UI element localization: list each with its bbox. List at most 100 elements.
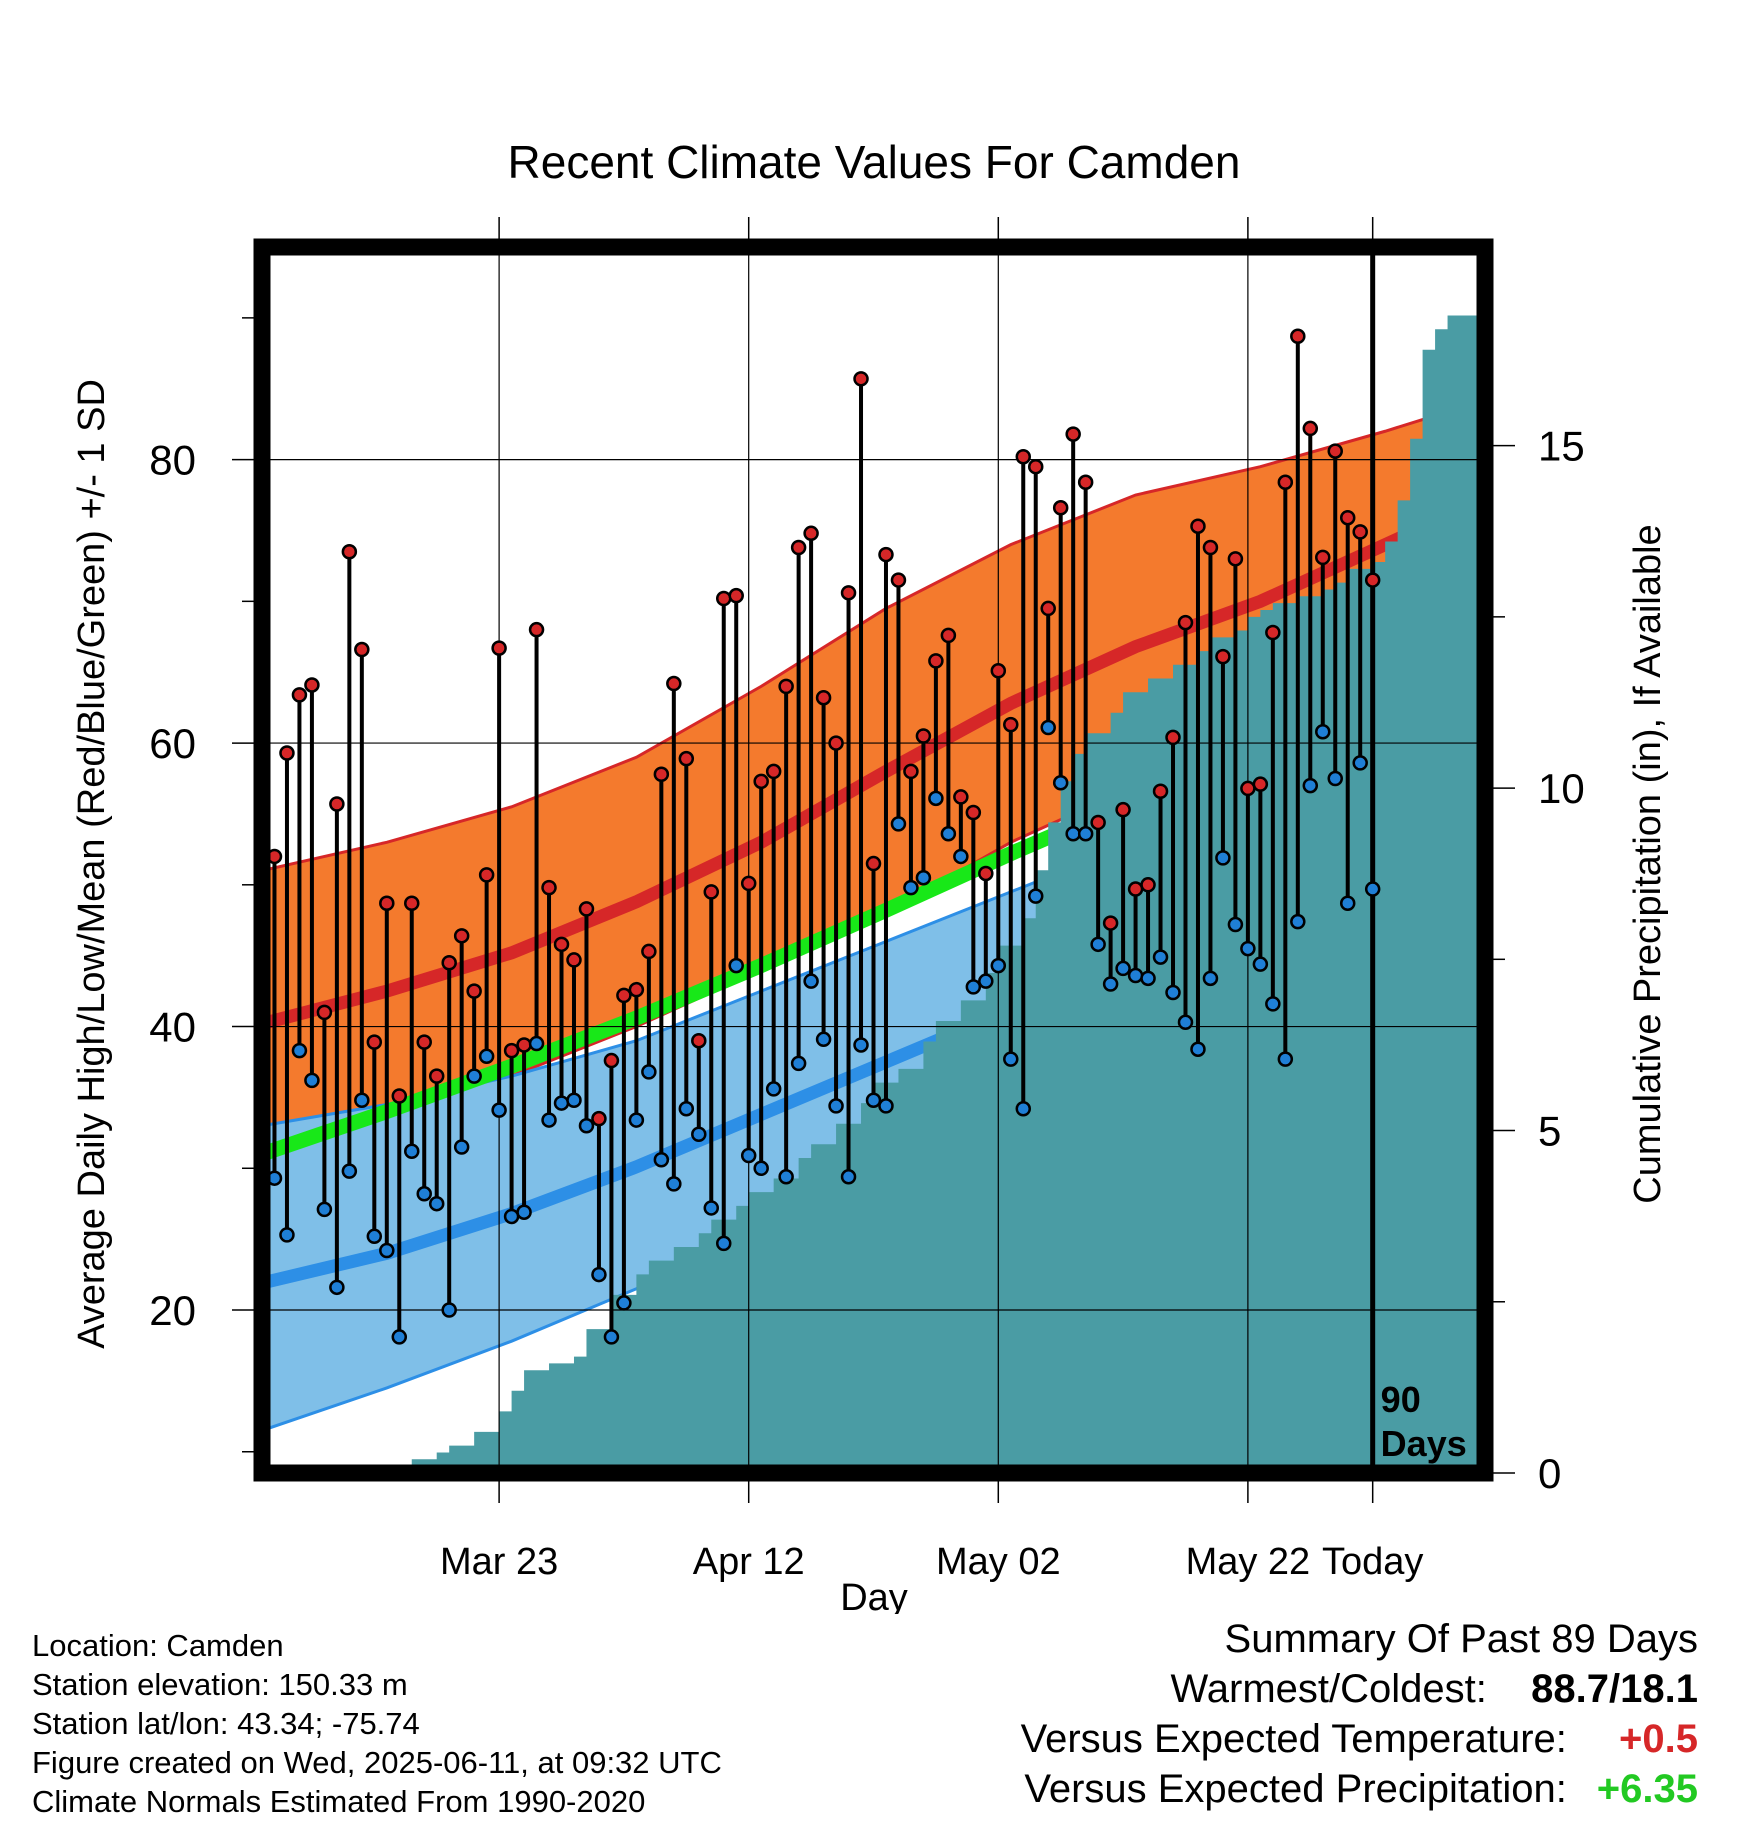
daily-low-point xyxy=(416,1186,432,1202)
daily-low-point xyxy=(1065,826,1081,842)
daily-high-point xyxy=(1027,458,1044,475)
daily-low-point xyxy=(915,869,932,886)
left-tick-label: 60 xyxy=(149,720,196,767)
warmest-coldest-label: Warmest/Coldest: xyxy=(1170,1667,1487,1711)
daily-high-point xyxy=(965,804,982,821)
daily-low-point xyxy=(391,1329,408,1345)
daily-high-point xyxy=(1339,509,1356,526)
daily-high-point xyxy=(1315,549,1331,566)
daily-low-point xyxy=(366,1228,383,1245)
daily-low-point xyxy=(641,1064,657,1080)
daily-high-point xyxy=(1190,518,1206,534)
daily-low-point xyxy=(1277,1051,1294,1067)
plot-frame xyxy=(253,238,1494,1482)
daily-high-point xyxy=(616,987,632,1004)
chart-title: Recent Climate Values For Camden xyxy=(508,136,1241,188)
daily-low-point xyxy=(1240,940,1256,957)
daily-low-point xyxy=(1227,916,1244,933)
y2-axis-title: Cumulative Precipitation (in), If Availa… xyxy=(1627,524,1669,1203)
daily-high-point xyxy=(878,546,894,563)
daily-low-point xyxy=(1077,826,1094,842)
latlon-text: Station lat/lon: 43.34; -75.74 xyxy=(32,1706,420,1741)
daily-low-point xyxy=(516,1204,532,1220)
precipitation-deviation-row: Versus Expected Precipitation: +6.35 xyxy=(1021,1764,1698,1814)
daily-high-point xyxy=(1277,474,1294,491)
daily-low-point xyxy=(703,1200,720,1216)
daily-low-point xyxy=(653,1152,670,1168)
daily-high-point xyxy=(1015,449,1032,465)
temperature-deviation-row: Versus Expected Temperature: +0.5 xyxy=(1021,1714,1698,1764)
summary-heading: Summary Of Past 89 Days xyxy=(1224,1617,1698,1661)
precipitation-area xyxy=(374,315,1485,1473)
daily-low-point xyxy=(715,1235,732,1252)
daily-high-point xyxy=(329,796,345,812)
warmest-coldest-row: Warmest/Coldest: 88.7/18.1 xyxy=(1021,1664,1699,1714)
right-tick-label: 5 xyxy=(1538,1108,1561,1155)
daily-low-point xyxy=(541,1112,557,1128)
daily-low-point xyxy=(1202,970,1219,987)
daily-high-point xyxy=(853,371,869,387)
daily-high-point xyxy=(915,728,932,744)
daily-high-point xyxy=(1090,814,1106,831)
x-axis: Mar 23 Apr 12 May 02 May 22 Today xyxy=(440,217,1423,1583)
daily-high-point xyxy=(778,678,794,695)
daily-high-point xyxy=(1202,539,1219,556)
daily-high-point xyxy=(815,689,832,706)
daily-low-point xyxy=(1027,888,1044,904)
daily-low-point xyxy=(765,1081,782,1097)
daily-high-point xyxy=(1302,420,1319,437)
daily-high-point xyxy=(1364,572,1381,588)
daily-low-point xyxy=(453,1139,470,1155)
daily-low-point xyxy=(691,1126,707,1143)
daily-high-point xyxy=(1003,716,1019,733)
daily-high-point xyxy=(1165,729,1181,746)
daily-high-point xyxy=(1215,648,1231,665)
daily-low-point xyxy=(865,1092,882,1108)
daily-low-point xyxy=(978,973,994,989)
daily-low-point xyxy=(965,979,982,995)
right-axis: 0 5 10 15 xyxy=(1493,423,1585,1497)
daily-high-point xyxy=(1077,474,1094,491)
daily-low-point xyxy=(478,1048,495,1065)
daily-low-point xyxy=(678,1100,695,1117)
daily-high-point xyxy=(491,640,507,656)
daily-high-point xyxy=(528,621,545,638)
temperature-deviation-value: +0.5 xyxy=(1619,1717,1698,1761)
daily-low-point xyxy=(1115,960,1131,977)
daily-low-point xyxy=(279,1227,295,1243)
daily-low-point xyxy=(1339,895,1356,911)
daily-low-point xyxy=(890,816,907,832)
daily-low-point xyxy=(1327,770,1343,787)
daily-low-point xyxy=(341,1163,358,1179)
daily-low-point xyxy=(291,1042,308,1059)
daily-high-point xyxy=(591,1110,607,1127)
temperature-deviation-label: Versus Expected Temperature: xyxy=(1020,1717,1567,1761)
daily-low-point xyxy=(1302,777,1319,794)
daily-high-point xyxy=(304,677,320,693)
daily-high-point xyxy=(566,952,582,968)
daily-low-point xyxy=(379,1242,395,1259)
daily-low-point xyxy=(628,1112,645,1128)
daily-low-point xyxy=(1040,719,1056,736)
left-axis: 20 40 60 80 xyxy=(149,317,254,1453)
daily-high-point xyxy=(416,1034,432,1050)
daily-high-point xyxy=(1327,443,1343,459)
daily-low-point xyxy=(1127,967,1144,984)
daily-high-point xyxy=(1102,915,1119,931)
daily-low-point xyxy=(928,790,944,807)
daily-low-point xyxy=(778,1169,794,1185)
daily-low-point xyxy=(1290,913,1306,930)
daily-low-point xyxy=(354,1092,370,1108)
daily-low-point xyxy=(329,1279,345,1296)
daily-low-point xyxy=(603,1329,620,1345)
daily-high-point xyxy=(453,928,470,944)
daily-low-point xyxy=(815,1031,832,1048)
daily-low-point xyxy=(566,1092,582,1108)
daily-high-point xyxy=(279,745,295,761)
daily-high-point xyxy=(441,955,457,971)
daily-low-point xyxy=(1352,755,1368,771)
daily-low-point xyxy=(903,879,919,896)
daily-low-point xyxy=(728,957,744,974)
daily-high-point xyxy=(953,789,969,805)
left-tick-label: 20 xyxy=(149,1287,196,1334)
